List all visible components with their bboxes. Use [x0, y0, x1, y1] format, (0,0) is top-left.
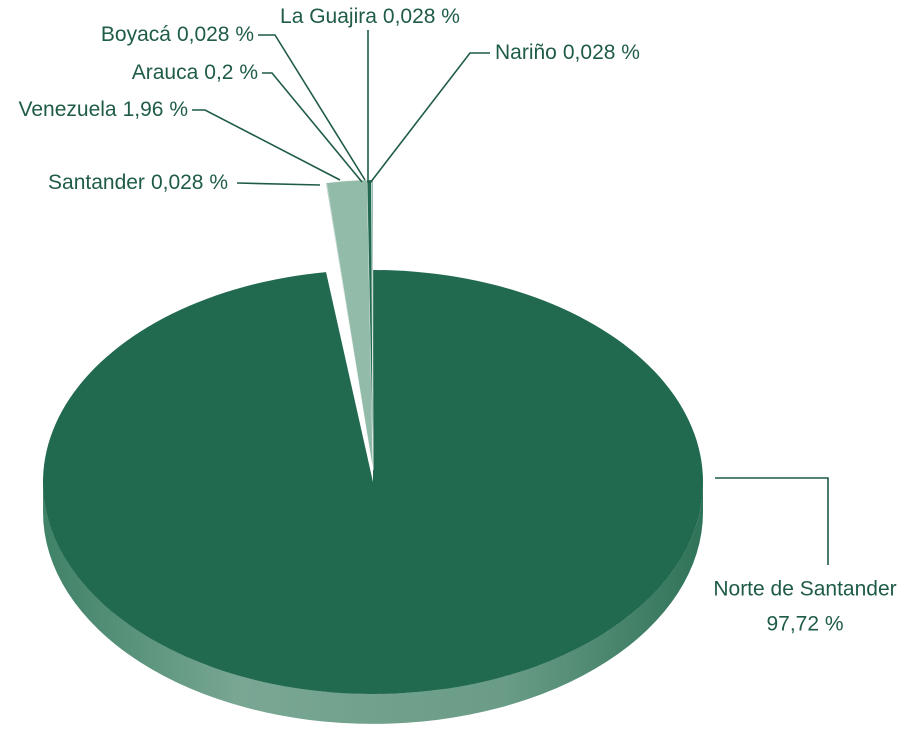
leader-line — [369, 52, 490, 184]
slice-label: Nariño 0,028 % — [495, 41, 640, 64]
slice-label: Santander 0,028 % — [48, 171, 228, 194]
slice-name: La Guajira — [280, 5, 377, 28]
leader-line — [262, 72, 363, 183]
slice-value-label: 1,96 % — [123, 98, 188, 121]
slice-value-label: 97,72 % — [766, 613, 843, 636]
slice-name: Santander — [48, 171, 145, 194]
leader-line — [236, 182, 321, 186]
slice-name: Nariño — [495, 41, 557, 64]
slice-value-label: 0,028 % — [177, 23, 254, 46]
slice-label: Venezuela 1,96 % — [19, 98, 188, 121]
slice-name: Venezuela — [19, 98, 117, 121]
slice-label: La Guajira 0,028 % — [280, 5, 460, 28]
slice-value-label: 0,028 % — [563, 41, 640, 64]
slice-label: Norte de Santander — [713, 578, 896, 601]
slice-label: Arauca 0,2 % — [132, 61, 258, 84]
leader-line — [192, 109, 341, 181]
slice-name: Boyacá — [101, 23, 171, 46]
leader-line — [258, 34, 366, 181]
pie-slice — [42, 270, 704, 694]
slice-value-label: 0,028 % — [151, 171, 228, 194]
slices — [42, 179, 704, 694]
leader-line — [715, 477, 829, 565]
slice-label: Boyacá 0,028 % — [101, 23, 254, 46]
slice-name: Arauca — [132, 61, 199, 84]
slice-value-label: 0,028 % — [383, 5, 460, 28]
slice-value-label: 0,2 % — [204, 61, 258, 84]
